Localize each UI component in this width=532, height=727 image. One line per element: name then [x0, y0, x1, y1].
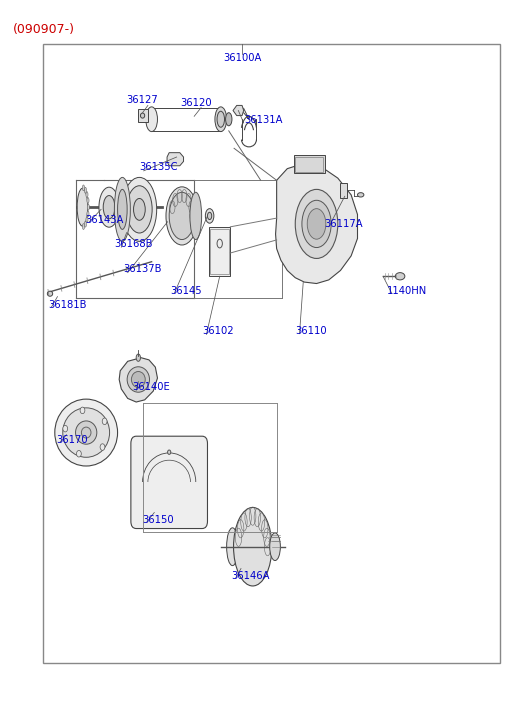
Text: 36150: 36150 — [143, 515, 174, 525]
Bar — [295, 157, 323, 172]
Ellipse shape — [134, 198, 145, 220]
Ellipse shape — [227, 528, 238, 566]
Ellipse shape — [87, 211, 89, 217]
Bar — [209, 227, 230, 276]
Ellipse shape — [114, 177, 130, 241]
Polygon shape — [119, 358, 157, 402]
Ellipse shape — [395, 273, 405, 280]
Text: 36131A: 36131A — [245, 115, 283, 125]
Ellipse shape — [127, 366, 149, 393]
Ellipse shape — [190, 193, 202, 240]
Ellipse shape — [102, 418, 107, 425]
Ellipse shape — [80, 407, 85, 414]
Ellipse shape — [55, 399, 118, 466]
Ellipse shape — [76, 421, 97, 444]
Text: 36145: 36145 — [170, 286, 202, 296]
Polygon shape — [233, 105, 244, 116]
Ellipse shape — [226, 113, 232, 126]
Ellipse shape — [127, 185, 152, 233]
Ellipse shape — [84, 221, 86, 227]
Bar — [210, 229, 229, 274]
Ellipse shape — [205, 209, 214, 223]
FancyBboxPatch shape — [131, 436, 207, 529]
Ellipse shape — [87, 198, 89, 204]
Text: 36102: 36102 — [202, 326, 234, 336]
Ellipse shape — [86, 192, 88, 198]
Text: 36170: 36170 — [56, 435, 87, 445]
Ellipse shape — [81, 427, 91, 438]
Ellipse shape — [122, 177, 156, 241]
Ellipse shape — [86, 217, 88, 222]
Ellipse shape — [217, 111, 225, 127]
Ellipse shape — [358, 193, 364, 197]
Text: 36143A: 36143A — [85, 214, 123, 225]
Bar — [294, 155, 325, 173]
Ellipse shape — [103, 196, 115, 219]
Text: 36117A: 36117A — [325, 219, 363, 229]
Ellipse shape — [270, 533, 280, 561]
Ellipse shape — [77, 188, 88, 226]
Ellipse shape — [87, 204, 89, 210]
Ellipse shape — [169, 193, 195, 240]
Ellipse shape — [118, 190, 127, 230]
Ellipse shape — [166, 187, 198, 245]
Ellipse shape — [234, 507, 272, 586]
Text: 36120: 36120 — [180, 98, 212, 108]
Ellipse shape — [47, 291, 53, 297]
Text: 36181B: 36181B — [48, 300, 86, 310]
Ellipse shape — [307, 209, 326, 239]
Ellipse shape — [99, 188, 119, 228]
Ellipse shape — [295, 190, 338, 259]
Text: 36137B: 36137B — [123, 264, 162, 274]
Ellipse shape — [82, 185, 85, 190]
Text: 36110: 36110 — [295, 326, 327, 336]
Ellipse shape — [84, 188, 86, 193]
Ellipse shape — [140, 113, 145, 119]
Text: 36135C: 36135C — [139, 162, 178, 172]
Ellipse shape — [100, 443, 105, 450]
Text: 36140E: 36140E — [132, 382, 170, 393]
Text: 36127: 36127 — [127, 95, 159, 105]
Ellipse shape — [82, 224, 85, 230]
Bar — [138, 109, 148, 122]
Ellipse shape — [63, 425, 68, 432]
Ellipse shape — [136, 354, 140, 361]
Bar — [43, 44, 500, 663]
Text: 36168B: 36168B — [114, 238, 153, 249]
Bar — [340, 183, 347, 198]
Ellipse shape — [131, 371, 145, 387]
Polygon shape — [167, 153, 184, 166]
Ellipse shape — [168, 450, 171, 454]
Ellipse shape — [302, 200, 331, 247]
Ellipse shape — [77, 451, 81, 457]
Text: 36100A: 36100A — [223, 53, 261, 63]
Text: 1140HN: 1140HN — [387, 286, 428, 296]
Ellipse shape — [215, 107, 227, 132]
Ellipse shape — [207, 212, 212, 220]
Text: (090907-): (090907-) — [13, 23, 76, 36]
Polygon shape — [276, 164, 358, 284]
Ellipse shape — [146, 107, 157, 132]
Text: 36146A: 36146A — [231, 571, 270, 581]
Ellipse shape — [63, 408, 110, 457]
